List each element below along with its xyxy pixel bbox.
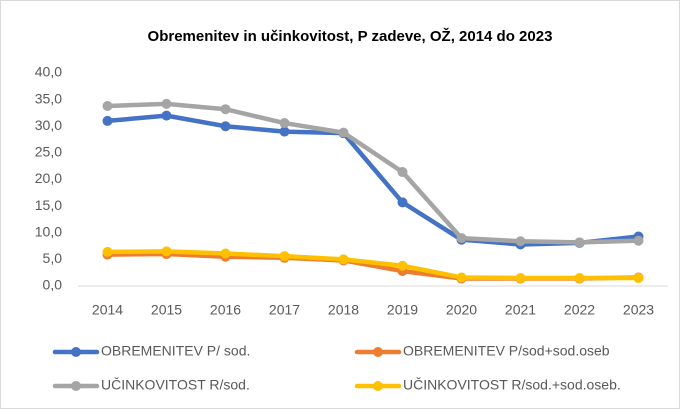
data-point <box>574 237 585 248</box>
data-point <box>633 273 644 284</box>
legend-label: OBREMENITEV P/sod+sod.oseb <box>403 343 610 359</box>
data-point <box>102 115 113 126</box>
x-tick-label: 2017 <box>269 302 300 318</box>
legend-label: UČINKOVITOST R/sod.+sod.oseb. <box>403 377 621 393</box>
chart-title: Obremenitev in učinkovitost, P zadeve, O… <box>148 27 553 45</box>
data-point <box>220 104 231 115</box>
y-tick-label: 0,0 <box>43 277 63 293</box>
data-point <box>161 98 172 109</box>
data-point <box>515 273 526 284</box>
y-tick-label: 35,0 <box>35 90 62 106</box>
data-point <box>338 127 349 138</box>
data-point <box>220 248 231 259</box>
x-tick-label: 2014 <box>92 302 123 318</box>
x-tick-label: 2018 <box>328 302 359 318</box>
legend-marker <box>71 381 81 391</box>
data-point <box>515 236 526 247</box>
data-point <box>633 235 644 246</box>
y-tick-label: 15,0 <box>35 197 62 213</box>
data-point <box>279 251 290 262</box>
legend-marker <box>373 347 383 357</box>
data-point <box>456 233 467 244</box>
legend-marker <box>71 347 81 357</box>
series-line <box>105 249 641 281</box>
y-tick-label: 30,0 <box>35 117 62 133</box>
y-tick-label: 10,0 <box>35 223 62 239</box>
y-tick-label: 20,0 <box>35 170 62 186</box>
data-point <box>161 110 172 121</box>
data-point <box>338 254 349 265</box>
data-point <box>456 272 467 283</box>
x-tick-label: 2021 <box>505 302 536 318</box>
data-point <box>279 126 290 137</box>
data-point <box>397 167 408 178</box>
x-tick-label: 2022 <box>564 302 595 318</box>
legend-marker <box>373 381 383 391</box>
y-tick-label: 5,0 <box>43 250 63 266</box>
x-tick-label: 2023 <box>623 302 654 318</box>
x-tick-label: 2020 <box>446 302 477 318</box>
y-tick-label: 25,0 <box>35 144 62 160</box>
data-point <box>397 197 408 208</box>
x-tick-label: 2019 <box>387 302 418 318</box>
data-point <box>574 273 585 284</box>
data-point <box>102 246 113 257</box>
legend-label: UČINKOVITOST R/sod. <box>101 377 250 393</box>
legend-label: OBREMENITEV P/ sod. <box>101 343 250 359</box>
series-line <box>105 101 641 245</box>
data-point <box>279 118 290 129</box>
data-point <box>102 101 113 112</box>
data-point <box>161 246 172 257</box>
x-tick-label: 2015 <box>151 302 182 318</box>
x-tick-label: 2016 <box>210 302 241 318</box>
data-point <box>397 260 408 271</box>
y-tick-label: 40,0 <box>35 64 62 80</box>
data-point <box>220 121 231 132</box>
